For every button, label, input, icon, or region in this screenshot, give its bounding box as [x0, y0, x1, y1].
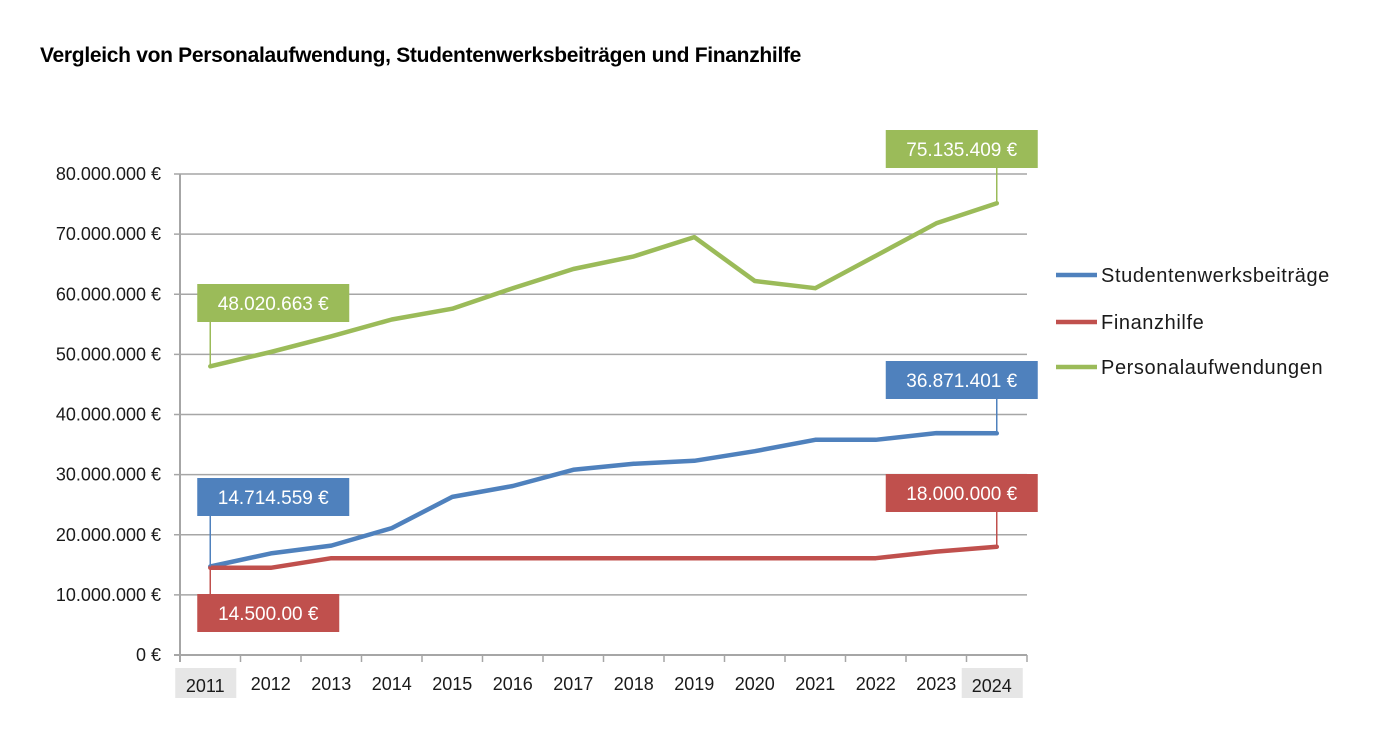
series-line-1 — [208, 544, 1000, 571]
chart-title: Vergleich von Personalaufwendung, Studen… — [40, 44, 802, 67]
x-tick-highlight — [175, 668, 237, 698]
x-tick-highlight — [961, 668, 1023, 698]
callout-label: 48.020.663 € — [218, 294, 329, 315]
callout-box — [197, 594, 340, 632]
callout-box — [885, 361, 1038, 399]
legend: Studentenwerksbeiträge Finanzhilfe Persona… — [1056, 265, 1330, 379]
callout-label: 14.500.00 € — [218, 604, 319, 625]
x-tick-label: 2011 — [186, 676, 225, 696]
x-tick-label: 2022 — [856, 674, 896, 694]
x-tick-label: 2013 — [311, 674, 351, 694]
y-tick-label: 50.000.000 € — [56, 344, 161, 364]
x-tick-label: 2019 — [674, 674, 714, 694]
axes — [174, 174, 1028, 662]
callout-box — [885, 474, 1038, 512]
series-line-2 — [208, 200, 1000, 369]
y-axis-tick-labels: 0 € 10.000.000 € 20.000.000 € 30.000.000 € 4… — [56, 164, 161, 665]
callout-label: 14.714.559 € — [218, 488, 329, 509]
y-tick-label: 0 € — [136, 645, 161, 665]
y-tick-label: 10.000.000 € — [56, 585, 161, 605]
x-tick-label: 2021 — [795, 674, 835, 694]
y-tick-label: 60.000.000 € — [56, 284, 161, 304]
callout-label: 36.871.401 € — [906, 371, 1017, 392]
x-tick-label: 2024 — [972, 676, 1012, 696]
x-axis-tick-labels: 2011 2012 2013 2014 2015 2016 2017 2018 2019 2020… — [175, 668, 1023, 698]
y-tick-label: 20.000.000 € — [56, 525, 161, 545]
y-tick-label: 30.000.000 € — [56, 465, 161, 485]
x-tick-label: 2015 — [432, 674, 472, 694]
callout-label: 75.135.409 € — [906, 140, 1017, 161]
x-tick-label: 2017 — [553, 674, 593, 694]
legend-label: Personalaufwendungen — [1101, 357, 1323, 379]
series-lines — [208, 200, 1000, 571]
gridlines — [174, 173, 1027, 596]
y-tick-label: 80.000.000 € — [56, 164, 161, 184]
x-tick-label: 2023 — [916, 674, 956, 694]
y-tick-label: 40.000.000 € — [56, 405, 161, 425]
x-tick-label: 2014 — [372, 674, 412, 694]
callout-box — [885, 130, 1038, 168]
x-tick-label: 2020 — [735, 674, 775, 694]
series-line-0 — [208, 430, 1000, 569]
legend-label: Finanzhilfe — [1101, 312, 1204, 334]
y-tick-label: 70.000.000 € — [56, 224, 161, 244]
callout-label: 18.000.000 € — [906, 484, 1017, 505]
callout-box — [197, 284, 350, 322]
legend-label: Studentenwerksbeiträge — [1101, 265, 1330, 287]
x-tick-label: 2018 — [614, 674, 654, 694]
data-callouts: 14.714.559 € 36.871.401 € 14.500.00 € 18.00… — [197, 130, 1038, 632]
callout-box — [197, 478, 350, 516]
x-tick-label: 2016 — [493, 674, 533, 694]
x-tick-label: 2012 — [251, 674, 291, 694]
